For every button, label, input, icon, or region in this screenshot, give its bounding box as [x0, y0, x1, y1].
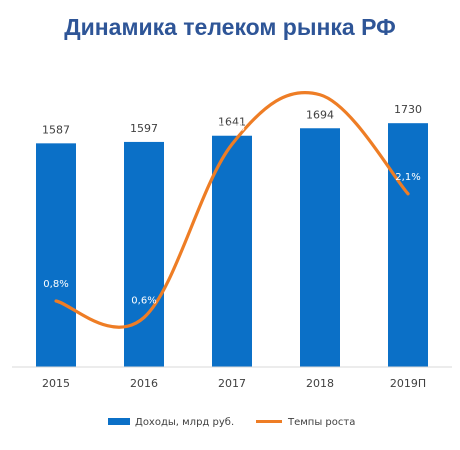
- bar-value-label-0: 1587: [42, 123, 70, 136]
- growth-value-label-0: 0,8%: [43, 279, 68, 290]
- legend-label-revenue: Доходы, млрд руб.: [135, 417, 234, 428]
- bar-value-label-3: 1694: [306, 108, 334, 121]
- bar-3: [300, 128, 340, 367]
- labels-group: 1587 1597 1641 1694 1730 0,8% 0,6% 2,7% 3,3% 2,1%: [42, 73, 422, 307]
- x-tick-label-1: 2016: [130, 377, 158, 390]
- x-tick-label-0: 2015: [42, 377, 70, 390]
- growth-value-label-3: 3,3%: [307, 73, 332, 84]
- bar-value-label-4: 1730: [394, 103, 422, 116]
- x-tick-label-2: 2017: [218, 377, 246, 390]
- growth-value-label-4: 2,1%: [395, 172, 420, 183]
- growth-line-group: [54, 90, 410, 329]
- bar-1: [124, 141, 164, 367]
- chart-title: Динамика телеком рынка РФ: [64, 14, 396, 40]
- legend-swatch-revenue: [108, 418, 130, 425]
- x-tick-labels: 2015 2016 2017 2018 2019П: [42, 377, 426, 390]
- bar-0: [36, 143, 76, 367]
- bar-4: [388, 123, 428, 368]
- growth-line: [54, 90, 410, 329]
- x-tick-label-3: 2018: [306, 377, 334, 390]
- bar-2: [212, 135, 252, 367]
- x-tick-label-4: 2019П: [390, 377, 426, 390]
- legend: Доходы, млрд руб. Темпы роста: [108, 417, 355, 428]
- legend-label-growth: Темпы роста: [287, 417, 355, 428]
- growth-value-label-2: 2,7%: [219, 122, 244, 133]
- bar-value-label-2: 1641: [218, 116, 246, 129]
- bars-group: [36, 123, 428, 368]
- growth-value-label-1: 0,6%: [131, 296, 156, 307]
- bar-value-label-1: 1597: [130, 122, 158, 135]
